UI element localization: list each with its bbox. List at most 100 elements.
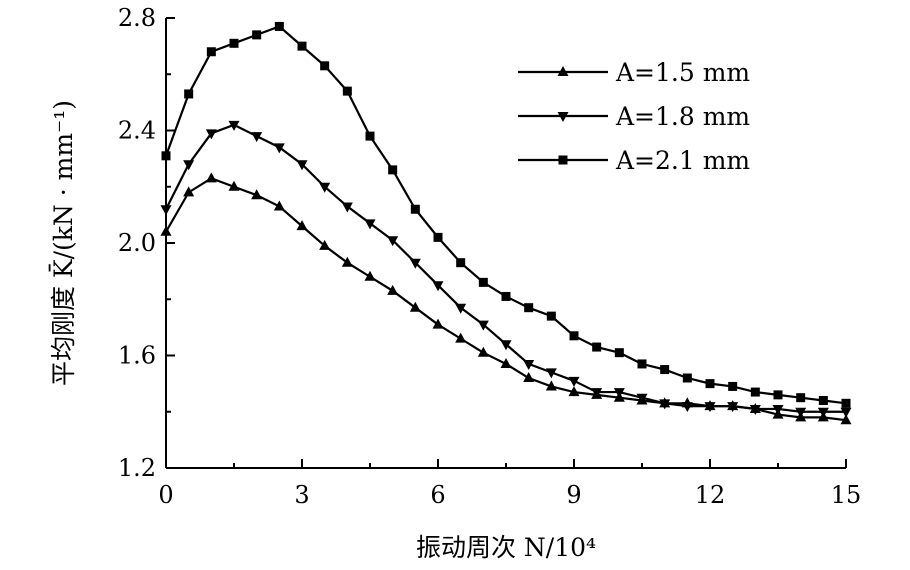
data-point	[456, 258, 466, 268]
data-point	[592, 342, 602, 352]
data-point	[705, 379, 715, 389]
data-point	[817, 407, 829, 418]
data-point	[319, 182, 331, 193]
x-axis-title: 振动周次 N/10⁴	[416, 533, 596, 562]
data-point	[841, 398, 851, 408]
data-point	[228, 180, 240, 191]
y-tick-label: 2.8	[118, 4, 156, 32]
data-point	[455, 303, 467, 314]
x-tick-label: 6	[430, 481, 445, 509]
data-point	[251, 132, 263, 143]
data-point	[773, 390, 783, 400]
legend-marker	[557, 66, 569, 76]
data-point	[364, 219, 376, 230]
data-point	[273, 143, 285, 154]
data-point	[184, 89, 194, 99]
data-point	[840, 407, 852, 418]
y-tick-label: 2.4	[118, 117, 156, 145]
data-point	[591, 388, 603, 399]
data-point	[273, 200, 285, 211]
data-point	[341, 256, 353, 267]
data-point	[750, 387, 760, 397]
data-point	[477, 346, 489, 357]
data-point	[388, 165, 398, 175]
data-point	[365, 131, 375, 141]
legend-marker	[558, 155, 568, 165]
data-point	[500, 357, 512, 368]
plot-area	[160, 21, 852, 425]
data-point	[455, 332, 467, 343]
data-point	[320, 61, 330, 71]
data-point	[432, 318, 444, 329]
series-3	[161, 21, 851, 408]
data-point	[772, 404, 784, 415]
data-point	[251, 189, 263, 200]
data-point	[183, 160, 195, 171]
data-point	[749, 404, 761, 415]
data-point	[387, 236, 399, 247]
legend-label: A=2.1 mm	[615, 146, 750, 175]
data-point	[341, 202, 353, 213]
x-tick-label: 12	[695, 481, 726, 509]
data-point	[659, 399, 671, 410]
data-point	[297, 41, 307, 51]
data-point	[501, 291, 511, 301]
data-point	[229, 38, 239, 48]
data-point	[545, 380, 557, 391]
data-point	[252, 30, 262, 40]
data-point	[410, 204, 420, 214]
data-point	[524, 303, 534, 313]
data-point	[205, 129, 217, 140]
x-tick-label: 3	[294, 481, 309, 509]
data-point	[319, 239, 331, 250]
y-tick-label: 2.0	[118, 229, 156, 257]
x-tick-label: 0	[158, 481, 173, 509]
y-tick-label: 1.6	[118, 342, 156, 370]
data-point	[728, 381, 738, 391]
data-point	[840, 414, 852, 425]
data-point	[660, 365, 670, 375]
data-point	[796, 393, 806, 403]
legend-entry-1: A=1.5 mm	[518, 58, 750, 87]
data-point	[206, 47, 216, 57]
data-point	[523, 359, 535, 370]
data-point	[636, 393, 648, 404]
data-point	[545, 368, 557, 379]
data-point	[432, 281, 444, 292]
data-point	[569, 331, 579, 341]
data-point	[387, 284, 399, 295]
y-axis-title: 平均刚度 K̄/(kN · mm⁻¹)	[49, 100, 78, 386]
legend: A=1.5 mm A=1.8 mm A=2.1 mm	[518, 58, 750, 175]
data-point	[409, 258, 421, 269]
data-point	[364, 270, 376, 281]
data-point	[205, 172, 217, 183]
data-point	[477, 320, 489, 331]
legend-label: A=1.5 mm	[615, 58, 750, 87]
data-point	[523, 372, 535, 382]
x-tick-label: 9	[566, 481, 581, 509]
y-tick-label: 1.2	[118, 454, 156, 482]
data-point	[727, 402, 739, 413]
legend-entry-3: A=2.1 mm	[518, 146, 750, 175]
data-point	[682, 373, 692, 383]
axes: 1.2 1.6 2.0 2.4 2.8 0 3 6 9 12 15	[118, 4, 861, 509]
data-point	[568, 376, 580, 387]
data-point	[342, 86, 352, 96]
data-point	[500, 340, 512, 351]
data-point	[478, 277, 488, 287]
data-point	[681, 402, 693, 413]
data-point	[795, 407, 807, 418]
data-point	[637, 359, 647, 369]
data-point	[228, 120, 240, 131]
x-tick-label: 15	[831, 481, 862, 509]
data-point	[546, 311, 556, 321]
data-point	[296, 220, 308, 231]
data-point	[296, 160, 308, 171]
data-point	[704, 402, 716, 413]
data-point	[433, 232, 443, 242]
data-point	[818, 396, 828, 405]
data-point	[183, 186, 195, 197]
data-point	[614, 348, 624, 358]
series-2	[160, 120, 852, 418]
data-point	[409, 301, 421, 312]
